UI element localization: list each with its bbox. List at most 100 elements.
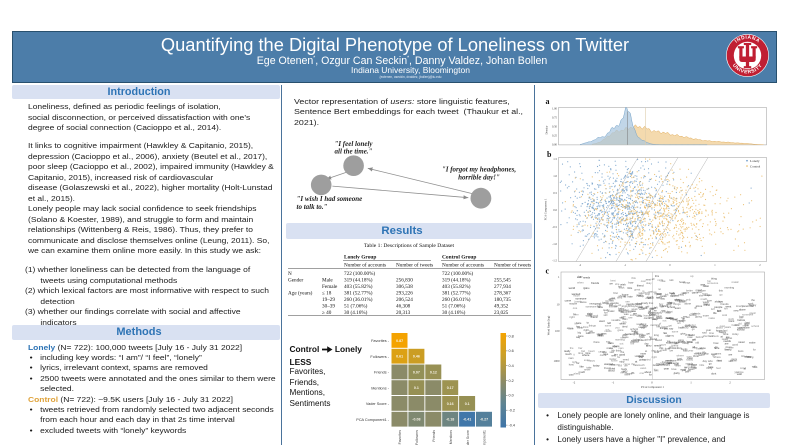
svg-text:of: of (652, 315, 654, 319)
svg-text:great: great (634, 288, 640, 292)
svg-text:going: going (639, 358, 646, 362)
svg-text:b: b (547, 150, 552, 159)
svg-text:that: that (705, 284, 710, 288)
svg-text:mom: mom (640, 353, 647, 356)
svg-text:today: today (682, 341, 689, 345)
svg-text:stop: stop (681, 291, 687, 295)
svg-text:this: this (745, 323, 750, 327)
svg-text:good: good (696, 288, 702, 292)
svg-text:said: said (671, 346, 676, 350)
svg-text:the: the (631, 362, 635, 366)
svg-text:think: think (693, 354, 699, 358)
svg-text:time: time (585, 351, 591, 355)
svg-text:-1.0: -1.0 (552, 242, 557, 246)
svg-text:-2: -2 (573, 380, 576, 384)
svg-text:tired: tired (619, 309, 625, 313)
svg-text:before: before (698, 288, 706, 292)
svg-text:want: want (666, 361, 672, 365)
svg-text:someone: someone (685, 366, 697, 369)
svg-text:there: there (594, 340, 601, 344)
svg-text:horrible day!": horrible day!" (458, 173, 500, 181)
svg-text:long: long (654, 333, 660, 337)
svg-text:dont: dont (639, 354, 644, 358)
svg-text:felt: felt (665, 293, 669, 297)
svg-text:needs: needs (665, 358, 673, 362)
svg-text:left: left (607, 321, 611, 325)
svg-text:0.75: 0.75 (552, 116, 558, 120)
svg-text:omg: omg (678, 339, 684, 342)
svg-text:at: at (720, 334, 722, 338)
svg-text:things: things (662, 309, 670, 313)
svg-text:mind: mind (704, 303, 710, 307)
svg-text:even: even (584, 359, 590, 362)
svg-text:friend: friend (655, 338, 662, 342)
svg-text:big: big (578, 331, 582, 335)
svg-text:tomorrow: tomorrow (742, 304, 753, 308)
svg-text:on: on (631, 372, 634, 375)
svg-text:sure: sure (686, 355, 692, 359)
svg-text:381 (52.77%): 381 (52.77%) (442, 289, 471, 296)
svg-text:say: say (576, 336, 581, 339)
svg-text:last: last (717, 358, 721, 362)
svg-text:night: night (691, 312, 697, 316)
svg-text:we: we (609, 282, 613, 285)
svg-text:look: look (673, 346, 679, 350)
svg-text:guys: guys (677, 359, 683, 362)
svg-text:293,226: 293,226 (396, 290, 413, 296)
svg-text:miss: miss (696, 351, 702, 355)
svg-text:today: today (667, 316, 674, 320)
svg-text:take: take (643, 323, 649, 327)
svg-text:needs: needs (636, 322, 644, 326)
svg-text:1: 1 (690, 380, 692, 384)
svg-text:funny: funny (667, 333, 674, 337)
svg-text:-0.4: -0.4 (509, 423, 516, 427)
svg-text:N: N (288, 271, 292, 277)
svg-text:happy: happy (719, 330, 727, 334)
svg-text:left: left (677, 321, 681, 325)
svg-text:2: 2 (729, 380, 731, 384)
svg-text:before: before (689, 313, 697, 317)
svg-text:home: home (625, 332, 632, 336)
svg-text:this: this (719, 289, 724, 293)
svg-text:better: better (649, 310, 656, 314)
svg-text:girl: girl (643, 325, 647, 329)
svg-text:really: really (656, 310, 663, 314)
svg-text:good: good (732, 343, 738, 347)
svg-text:about: about (618, 294, 625, 298)
svg-text:at: at (744, 367, 746, 371)
svg-text:sleep: sleep (703, 293, 710, 297)
svg-text:left: left (675, 363, 679, 367)
svg-text:was: was (700, 283, 705, 286)
svg-text:im: im (739, 315, 743, 319)
svg-text:back: back (678, 326, 684, 330)
svg-text:Vader Score -: Vader Score - (366, 402, 390, 406)
svg-text:are: are (726, 335, 730, 339)
svg-text:over: over (691, 325, 696, 329)
svg-text:cool: cool (722, 313, 727, 317)
svg-text:maybe: maybe (569, 302, 578, 306)
svg-text:heart: heart (679, 280, 685, 284)
svg-text:1.00: 1.00 (552, 107, 558, 111)
svg-text:it: it (573, 353, 575, 357)
svg-text:a: a (546, 97, 550, 106)
svg-text:you: you (682, 369, 687, 372)
svg-text:life: life (713, 311, 717, 315)
svg-text:up: up (682, 318, 685, 321)
svg-text:lol: lol (712, 353, 715, 357)
svg-text:gone: gone (683, 292, 689, 295)
svg-text:think: think (648, 296, 654, 300)
svg-text:world: world (643, 291, 650, 295)
svg-text:time: time (654, 350, 660, 354)
svg-text:great: great (726, 336, 732, 340)
svg-text:feel: feel (634, 330, 639, 334)
svg-text:fun: fun (604, 310, 608, 314)
svg-text:tired: tired (620, 310, 626, 314)
svg-text:never: never (649, 313, 656, 317)
svg-text:0.6: 0.6 (509, 349, 514, 353)
svg-text:here: here (578, 334, 584, 338)
svg-text:0.87: 0.87 (396, 339, 403, 343)
svg-text:right: right (652, 355, 657, 359)
svg-text:so: so (636, 332, 639, 335)
svg-text:thing: thing (711, 276, 717, 280)
svg-text:how: how (714, 341, 719, 345)
